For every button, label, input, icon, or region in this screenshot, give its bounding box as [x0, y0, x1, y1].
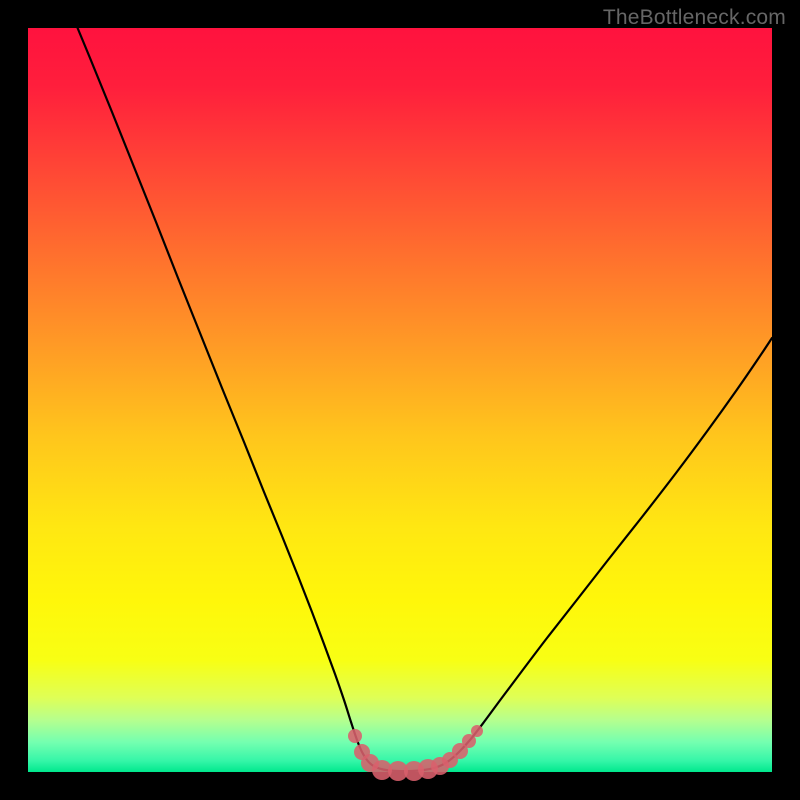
- watermark-text: TheBottleneck.com: [603, 6, 786, 30]
- bottleneck-chart: [0, 0, 800, 800]
- valley-marker: [471, 725, 483, 737]
- gradient-plot-background: [28, 28, 772, 772]
- valley-marker: [348, 729, 362, 743]
- chart-container: TheBottleneck.com: [0, 0, 800, 800]
